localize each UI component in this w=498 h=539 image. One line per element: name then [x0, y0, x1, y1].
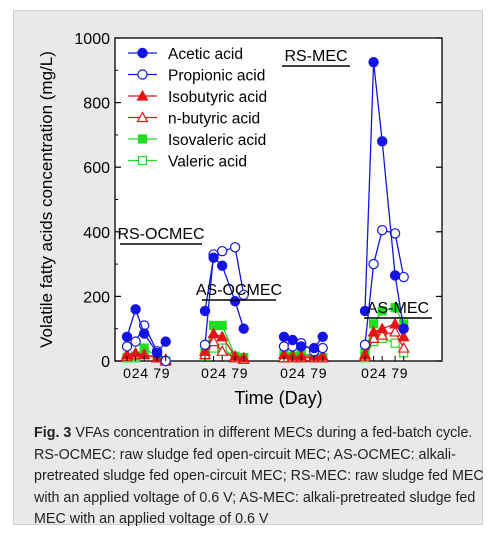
group-label: AS-MEC	[367, 300, 429, 317]
data-point-acetic	[229, 296, 241, 307]
x-tick-label: 7	[231, 365, 239, 381]
data-point-nbutyric	[216, 345, 229, 356]
data-point-isobutyric	[198, 345, 212, 356]
data-point-acetic	[377, 136, 388, 147]
x-tick-label: 0	[280, 365, 288, 381]
data-point-acetic	[130, 304, 141, 315]
data-point-nbutyric	[397, 341, 410, 353]
y-tick-label: 400	[83, 225, 110, 242]
legend-marker-propionic	[137, 69, 148, 80]
x-tick-label: 9	[400, 365, 408, 381]
data-point-acetic	[317, 331, 328, 342]
legend-label-isovaleric: Isovaleric acid	[168, 132, 266, 149]
x-tick-label: 2	[370, 365, 378, 381]
x-tick-label: 7	[153, 365, 161, 381]
y-tick-label: 0	[101, 354, 110, 371]
y-tick-label: 800	[83, 96, 110, 113]
data-point-acetic	[121, 331, 133, 342]
data-point-propionic	[278, 341, 290, 352]
data-point-acetic	[208, 252, 219, 263]
caption-text: VFAs concentration in different MECs dur…	[34, 425, 484, 527]
figure-box: 0 200 400 600 800 1000 Volatile fatty acids co…	[13, 10, 484, 527]
legend-marker-acetic	[137, 47, 148, 59]
data-point-nbutyric	[376, 328, 389, 340]
data-point-isobutyric	[376, 322, 389, 334]
data-point-isobutyric	[389, 317, 402, 329]
data-point-acetic	[359, 305, 371, 317]
x-tick-label: 4	[140, 365, 148, 381]
data-point-nbutyric	[207, 335, 220, 347]
data-point-propionic	[121, 341, 133, 352]
x-tick-label: 4	[378, 365, 386, 381]
y-axis-label: Volatile fatty acids concentration (mg/L…	[37, 51, 56, 348]
data-point-valeric	[390, 338, 400, 348]
legend-marker-nbutyric	[136, 111, 149, 123]
data-point-acetic	[296, 341, 307, 352]
legend-label-nbutyric: n-butyric acid	[168, 111, 260, 128]
legend-marker-isovaleric	[137, 134, 148, 144]
y-tick-label: 1000	[74, 31, 110, 48]
data-point-acetic	[308, 342, 320, 354]
x-tick-label: 9	[240, 365, 248, 381]
data-point-propionic	[216, 245, 228, 257]
data-point-isobutyric	[397, 330, 410, 342]
data-point-propionic	[317, 342, 328, 354]
x-tick-label: 9	[162, 365, 170, 381]
data-point-acetic	[238, 323, 249, 334]
x-axis-label: Time (Day)	[234, 388, 322, 408]
x-tick-label: 4	[218, 365, 226, 381]
data-point-acetic	[278, 331, 290, 342]
y-tick-label: 200	[83, 289, 110, 306]
data-point-propionic	[199, 339, 211, 351]
data-point-propionic	[368, 258, 379, 270]
data-point-isovaleric	[377, 306, 387, 316]
x-tick-label: 7	[391, 365, 399, 381]
data-point-acetic	[368, 57, 379, 68]
figure-caption: Fig. 3 VFAs concentration in different M…	[34, 423, 489, 531]
x-tick-label: 4	[297, 365, 305, 381]
group-label: RS-MEC	[284, 48, 347, 65]
data-point-propionic	[377, 224, 388, 236]
group-as-mec	[358, 57, 410, 363]
legend-label-isobutyric: Isobutyric acid	[168, 89, 267, 106]
x-tick-label: 0	[361, 365, 369, 381]
legend-label-acetic: Acetic acid	[168, 46, 243, 63]
x-tick-label: 7	[310, 365, 318, 381]
group-as-ocmec	[198, 242, 250, 364]
legend-marker-valeric	[137, 155, 148, 166]
data-point-acetic	[389, 270, 401, 281]
x-tick-label: 2	[289, 365, 297, 381]
x-tick-label: 9	[319, 365, 327, 381]
legend: Acetic acid Propionic acid Isobutyric acid…	[128, 46, 267, 171]
group-label: RS-OCMEC	[117, 226, 204, 243]
data-point-isovaleric	[217, 320, 227, 331]
data-point-acetic	[138, 328, 150, 339]
data-point-isobutyric	[207, 327, 220, 339]
legend-marker-isobutyric	[136, 89, 149, 101]
x-tick-label: 2	[210, 365, 218, 381]
data-point-propionic	[229, 242, 241, 253]
x-tick-label: 0	[201, 365, 209, 381]
caption-label: Fig. 3	[34, 425, 72, 441]
legend-label-propionic: Propionic acid	[168, 68, 265, 85]
data-point-acetic	[287, 334, 298, 346]
data-point-propionic	[130, 336, 141, 347]
data-point-acetic	[160, 336, 171, 347]
data-point-propionic	[398, 271, 409, 283]
data-point-acetic	[398, 323, 409, 334]
data-point-isovaleric	[390, 303, 400, 313]
x-tick-label: 0	[123, 365, 131, 381]
group-label: AS-OCMEC	[196, 282, 282, 299]
data-point-isobutyric	[216, 330, 229, 342]
legend-label-valeric: Valeric acid	[168, 154, 247, 171]
data-point-acetic	[216, 260, 228, 271]
data-point-nbutyric	[389, 325, 402, 337]
data-point-propionic	[359, 339, 371, 351]
data-point-isobutyric	[367, 325, 380, 337]
y-tick-label: 600	[83, 160, 110, 177]
data-point-acetic	[199, 305, 211, 317]
x-tick-label: 2	[132, 365, 140, 381]
